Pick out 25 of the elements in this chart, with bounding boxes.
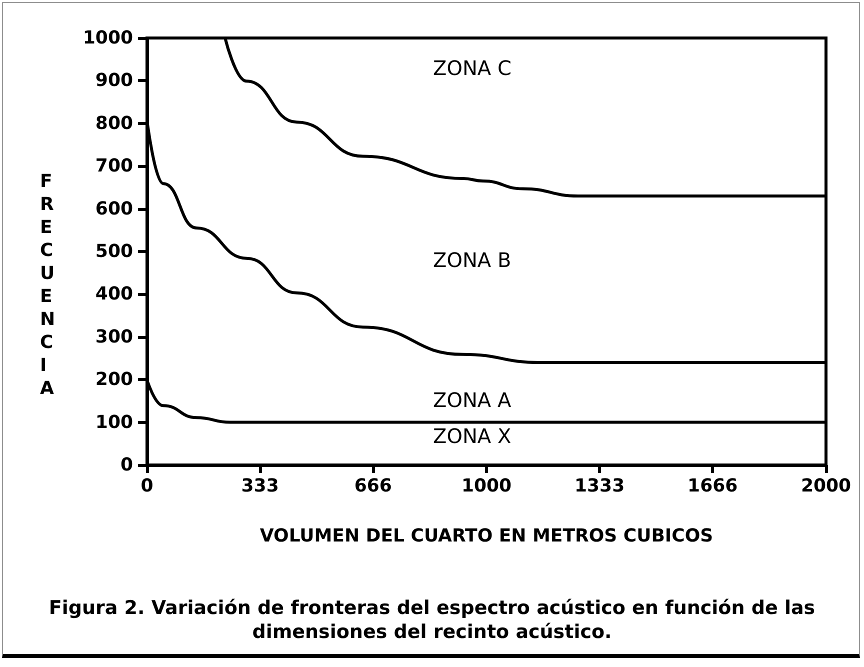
text: Figura 2. Variación de fronteras del espectro acústico en función de las dimensiones del recinto acústico. xyxy=(48,596,816,644)
text: FRECUENCIA xyxy=(40,171,56,399)
annotation: ZONA C xyxy=(433,56,512,80)
y-tick-label: 900 xyxy=(95,70,133,92)
x-tick-label: 333 xyxy=(241,476,279,496)
annotation: ZONA X xyxy=(433,424,512,448)
y-tick-label: 0 xyxy=(120,454,133,476)
y-tick-label: 200 xyxy=(95,369,133,390)
y-tick-label: 100 xyxy=(95,412,133,433)
annotation: ZONA A xyxy=(433,388,512,412)
y-tick-label: 500 xyxy=(95,241,133,262)
y-tick-label: 700 xyxy=(95,156,133,177)
y-tick-label: 800 xyxy=(95,112,133,134)
y-tick-label: 300 xyxy=(95,326,133,348)
x-tick-label: 1000 xyxy=(461,476,512,496)
x-tick-label: 666 xyxy=(354,476,392,496)
x-tick-label: 1666 xyxy=(688,476,738,496)
y-tick-label: 400 xyxy=(95,284,133,305)
x-tick-label: 1333 xyxy=(574,476,625,496)
annotation: ZONA B xyxy=(433,248,512,272)
x-tick-label: 2000 xyxy=(800,476,852,496)
x-tick-label: 0 xyxy=(140,476,154,496)
x-axis-title: VOLUMEN DEL CUARTO EN METROS CUBICOS xyxy=(260,526,714,546)
y-tick-label: 600 xyxy=(95,198,133,220)
y-tick-label: 1000 xyxy=(82,28,133,48)
